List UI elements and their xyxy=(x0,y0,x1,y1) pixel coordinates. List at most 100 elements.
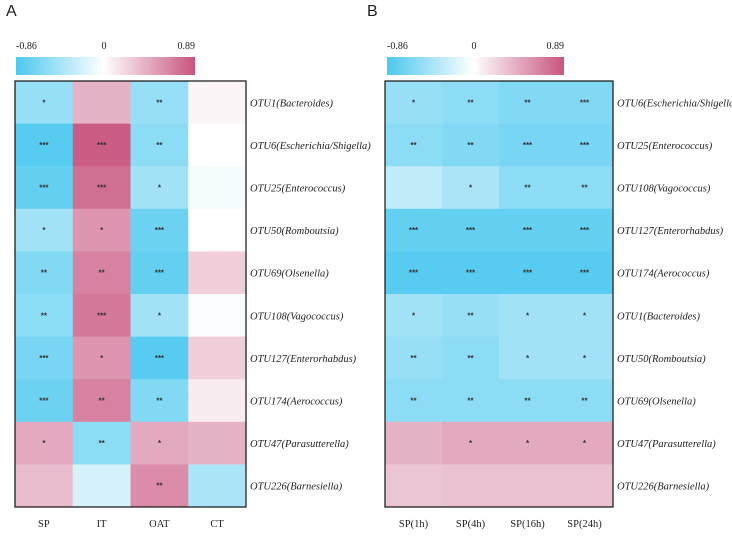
significance-mark: *** xyxy=(39,397,49,406)
heatmap-cell xyxy=(188,208,247,252)
heatmap-cell xyxy=(188,379,247,423)
significance-mark: ** xyxy=(581,397,588,406)
heatmap-cell xyxy=(130,208,189,252)
heatmap-cell xyxy=(188,123,247,167)
heatmap-cell xyxy=(385,421,443,465)
significance-mark: ** xyxy=(99,397,106,406)
significance-mark: *** xyxy=(155,226,165,235)
heatmap-cell xyxy=(72,166,131,210)
significance-mark: *** xyxy=(523,141,533,150)
significance-mark: *** xyxy=(39,184,49,193)
heatmap-cell xyxy=(385,464,443,508)
heatmap-cell xyxy=(72,208,131,252)
heatmap-cell xyxy=(442,464,500,508)
row-label: OTU69(Olsenella) xyxy=(617,397,696,408)
significance-mark: * xyxy=(526,354,530,363)
heatmap-cell xyxy=(556,294,614,338)
significance-mark: *** xyxy=(409,226,419,235)
heatmap-cell xyxy=(15,166,74,210)
heatmap-cell xyxy=(499,464,557,508)
row-label: OTU1(Bacteroides) xyxy=(250,98,334,109)
heatmap-cell xyxy=(188,166,247,210)
scale-min-label: -0.86 xyxy=(16,41,37,52)
significance-mark: *** xyxy=(155,269,165,278)
significance-mark: * xyxy=(100,226,104,235)
heatmap-cell xyxy=(15,251,74,295)
significance-mark: ** xyxy=(467,397,474,406)
row-label: OTU226(Barnesiella) xyxy=(617,482,710,493)
heatmap-cell xyxy=(130,379,189,423)
heatmap-cell xyxy=(130,336,189,380)
heatmap-cell xyxy=(72,464,131,508)
heatmap-cell xyxy=(72,81,131,125)
significance-mark: * xyxy=(583,354,587,363)
column-label: SP(1h) xyxy=(399,519,429,530)
significance-mark: ** xyxy=(99,439,106,448)
significance-mark: * xyxy=(42,98,46,107)
column-label: OAT xyxy=(149,519,170,530)
row-label: OTU6(Escherichia/Shigella) xyxy=(250,141,371,152)
heatmap-cell xyxy=(72,251,131,295)
row-label: OTU108(Vagococcus) xyxy=(250,311,344,322)
heatmap-cell xyxy=(499,166,557,210)
significance-mark: ** xyxy=(524,397,531,406)
row-label: OTU69(Olsenella) xyxy=(250,269,329,280)
row-label: OTU127(Enterorhabdus) xyxy=(617,226,724,237)
significance-mark: ** xyxy=(467,141,474,150)
row-label: OTU47(Parasutterella) xyxy=(250,439,349,450)
significance-mark: *** xyxy=(97,311,107,320)
significance-mark: * xyxy=(526,311,530,320)
heatmap-cell xyxy=(442,251,500,295)
significance-mark: * xyxy=(412,98,416,107)
heatmap-cell xyxy=(499,208,557,252)
scale-max-label: 0.89 xyxy=(178,41,196,52)
heatmap-cell xyxy=(556,208,614,252)
significance-mark: *** xyxy=(97,141,107,150)
significance-mark: ** xyxy=(41,269,48,278)
significance-mark: ** xyxy=(524,98,531,107)
significance-mark: *** xyxy=(466,226,476,235)
row-label: OTU25(Enterococcus) xyxy=(250,184,346,195)
significance-mark: ** xyxy=(156,482,163,491)
heatmap-cell xyxy=(72,123,131,167)
heatmap-cell xyxy=(385,336,443,380)
heatmap-cell xyxy=(442,379,500,423)
significance-mark: * xyxy=(158,184,162,193)
row-label: OTU174(Aerococcus) xyxy=(250,397,343,408)
row-label: OTU6(Escherichia/Shigella) xyxy=(617,98,732,109)
significance-mark: ** xyxy=(410,354,417,363)
significance-mark: * xyxy=(100,354,104,363)
scale-min-label: -0.86 xyxy=(387,41,408,52)
significance-mark: *** xyxy=(466,269,476,278)
heatmap-cell xyxy=(72,379,131,423)
heatmap-cell xyxy=(15,294,74,338)
column-label: SP xyxy=(38,519,50,530)
panel-letter: A xyxy=(6,3,17,20)
significance-mark: *** xyxy=(409,269,419,278)
heatmap-cell xyxy=(556,464,614,508)
significance-mark: * xyxy=(42,226,46,235)
column-label: IT xyxy=(97,519,107,530)
heatmap-cell xyxy=(385,123,443,167)
heatmap-cell xyxy=(499,336,557,380)
significance-mark: ** xyxy=(156,397,163,406)
heatmap-cell xyxy=(499,123,557,167)
scale-mid-label: 0 xyxy=(101,41,106,52)
heatmap-cell xyxy=(556,379,614,423)
heatmap-cell xyxy=(130,294,189,338)
heatmap-cell xyxy=(442,166,500,210)
heatmap-cell xyxy=(188,464,247,508)
heatmap-cell xyxy=(442,208,500,252)
row-label: OTU50(Romboutsia) xyxy=(617,354,706,365)
significance-mark: * xyxy=(469,439,473,448)
significance-mark: * xyxy=(42,439,46,448)
heatmap-cell xyxy=(556,166,614,210)
heatmap-cell xyxy=(188,294,247,338)
significance-mark: * xyxy=(158,439,162,448)
heatmap-cell xyxy=(556,336,614,380)
heatmap-cell xyxy=(130,421,189,465)
heatmap-cell xyxy=(15,464,74,508)
scale-max-label: 0.89 xyxy=(547,41,565,52)
color-scale-bar xyxy=(16,57,195,75)
heatmap-cell xyxy=(556,123,614,167)
